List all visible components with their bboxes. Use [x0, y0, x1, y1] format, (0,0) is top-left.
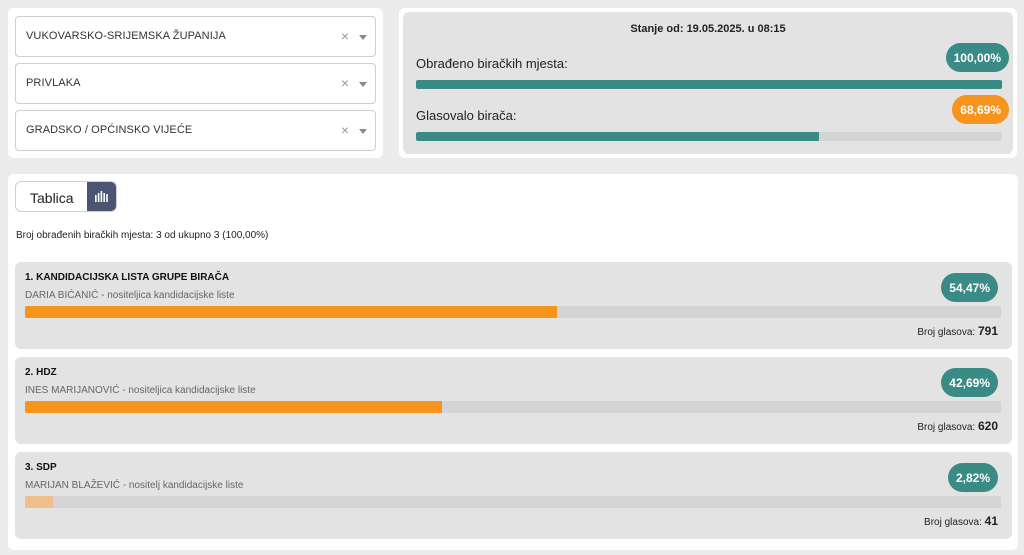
list-percent-badge: 42,69%	[941, 368, 998, 397]
status-timestamp: Stanje od: 19.05.2025. u 08:15	[630, 23, 786, 35]
county-select[interactable]: VUKOVARSKO-SRIJEMSKA ŽUPANIJA ×	[15, 16, 376, 57]
list-title: 3. SDP	[25, 462, 57, 473]
county-select-value: VUKOVARSKO-SRIJEMSKA ŽUPANIJA	[26, 30, 226, 42]
processed-summary: Broj obrađenih biračkih mjesta: 3 od uku…	[16, 230, 269, 241]
list-vote-bar-fill	[25, 306, 557, 318]
processed-stations-progress	[416, 80, 1002, 89]
votes-count: 791	[977, 324, 998, 338]
status-card: Stanje od: 19.05.2025. u 08:15 Obrađeno …	[403, 12, 1013, 154]
clear-icon[interactable]: ×	[340, 122, 349, 138]
list-leader: DARIA BIĆANIĆ - nositeljica kandidacijsk…	[25, 290, 235, 301]
bar-chart-icon	[95, 191, 108, 202]
list-item: 1. KANDIDACIJSKA LISTA GRUPE BIRAČA DARI…	[15, 262, 1012, 349]
municipality-select[interactable]: PRIVLAKA ×	[15, 63, 376, 104]
election-type-select[interactable]: GRADSKO / OPĆINSKO VIJEĆE ×	[15, 110, 376, 151]
table-view-button[interactable]: Tablica	[30, 190, 74, 206]
turnout-progress-fill	[416, 132, 819, 141]
chart-view-button[interactable]	[87, 182, 116, 211]
votes-label: Broj glasova:	[917, 327, 976, 338]
turnout-badge: 68,69%	[952, 95, 1009, 124]
municipality-select-value: PRIVLAKA	[26, 77, 81, 89]
list-item: 2. HDZ INES MARIJANOVIĆ - nositeljica ka…	[15, 357, 1012, 444]
list-vote-bar-fill	[25, 401, 442, 413]
list-item: 3. SDP MARIJAN BLAŽEVIĆ - nositelj kandi…	[15, 452, 1012, 539]
chevron-down-icon[interactable]	[359, 129, 367, 134]
processed-stations-label: Obrađeno biračkih mjesta:	[416, 56, 568, 71]
votes-count: 620	[977, 419, 998, 433]
election-type-select-value: GRADSKO / OPĆINSKO VIJEĆE	[26, 124, 193, 136]
chevron-down-icon[interactable]	[359, 35, 367, 40]
list-leader: INES MARIJANOVIĆ - nositeljica kandidaci…	[25, 385, 256, 396]
list-votes: Broj glasova: 791	[917, 324, 998, 338]
votes-label: Broj glasova:	[924, 517, 982, 528]
list-vote-bar-fill	[25, 496, 53, 508]
list-percent-badge: 54,47%	[941, 273, 998, 302]
votes-label: Broj glasova:	[917, 422, 976, 433]
clear-icon[interactable]: ×	[340, 28, 349, 44]
list-votes: Broj glasova: 620	[917, 419, 998, 433]
list-title: 1. KANDIDACIJSKA LISTA GRUPE BIRAČA	[25, 272, 230, 283]
list-vote-bar	[25, 496, 1001, 508]
processed-stations-badge: 100,00%	[945, 43, 1009, 72]
list-leader: MARIJAN BLAŽEVIĆ - nositelj kandidacijsk…	[25, 480, 244, 491]
list-vote-bar	[25, 306, 1001, 318]
list-votes: Broj glasova: 41	[924, 514, 998, 528]
status-panel: Stanje od: 19.05.2025. u 08:15 Obrađeno …	[399, 8, 1017, 158]
chevron-down-icon[interactable]	[359, 82, 367, 87]
list-percent-badge: 2,82%	[947, 463, 998, 492]
turnout-progress	[416, 132, 1002, 141]
votes-count: 41	[984, 514, 998, 528]
processed-stations-progress-fill	[416, 80, 1002, 89]
clear-icon[interactable]: ×	[340, 75, 349, 91]
filters-panel: VUKOVARSKO-SRIJEMSKA ŽUPANIJA × PRIVLAKA…	[8, 8, 383, 158]
turnout-label: Glasovalo birača:	[416, 108, 517, 123]
results-panel: Tablica Broj obrađenih biračkih mjesta: …	[8, 174, 1018, 550]
view-toggle: Tablica	[15, 181, 117, 212]
list-vote-bar	[25, 401, 1001, 413]
list-title: 2. HDZ	[25, 367, 57, 378]
